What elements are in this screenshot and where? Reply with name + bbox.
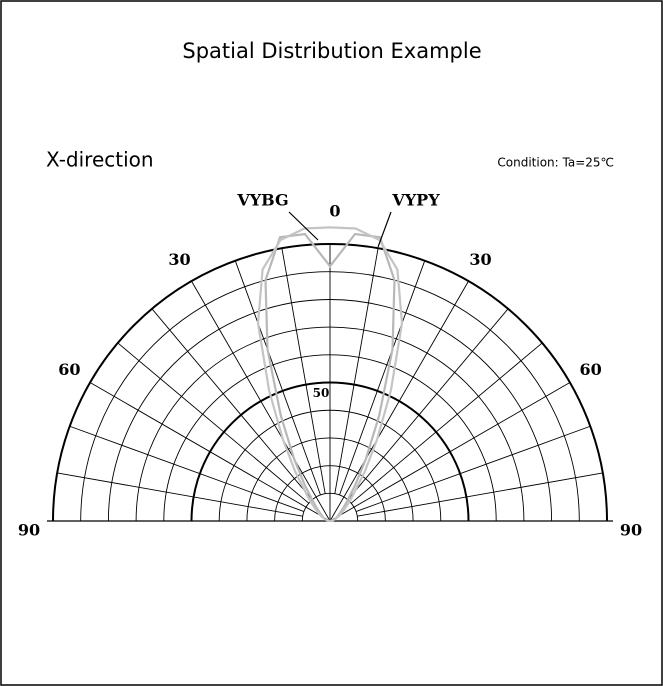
curves: VYBG VYPY [236,191,440,523]
polar-grid: 50 90 60 30 0 30 60 90 [18,202,642,540]
leader-line [377,211,392,248]
angle-label: 90 [620,521,642,540]
angle-label: 60 [58,360,80,379]
grid-spoke [355,425,591,512]
angle-label: 30 [168,250,190,269]
grid-spoke [329,382,571,522]
grid-spoke [69,425,305,512]
grid-spoke [334,248,379,494]
leader-line [288,211,319,241]
subtitle: X-direction [46,148,154,172]
grid-spoke [281,248,326,494]
grid-spoke [191,280,331,522]
grid-spoke [347,308,509,501]
series-label: VYPY [391,191,440,210]
angle-label: 60 [580,360,602,379]
angle-label: 30 [469,250,491,269]
grid-spoke [89,382,331,522]
radial-tick-label: 50 [313,386,330,400]
grid-spoke [117,342,310,504]
series-label: VYBG [236,191,288,210]
grid-spoke [57,472,303,517]
grid-spoke [234,260,321,496]
grid-spoke [339,260,426,496]
grid-spoke [151,308,313,501]
grid-spoke [329,280,469,522]
chart-title: Spatial Distribution Example [182,39,481,63]
intensity-curve [264,232,396,523]
angle-label: 0 [329,202,340,221]
grid-spoke [357,472,603,517]
grid-spoke [350,342,543,504]
condition: Condition: Ta=25℃ [497,156,614,170]
intensity-curve [256,226,404,523]
angle-label: 90 [18,521,40,540]
